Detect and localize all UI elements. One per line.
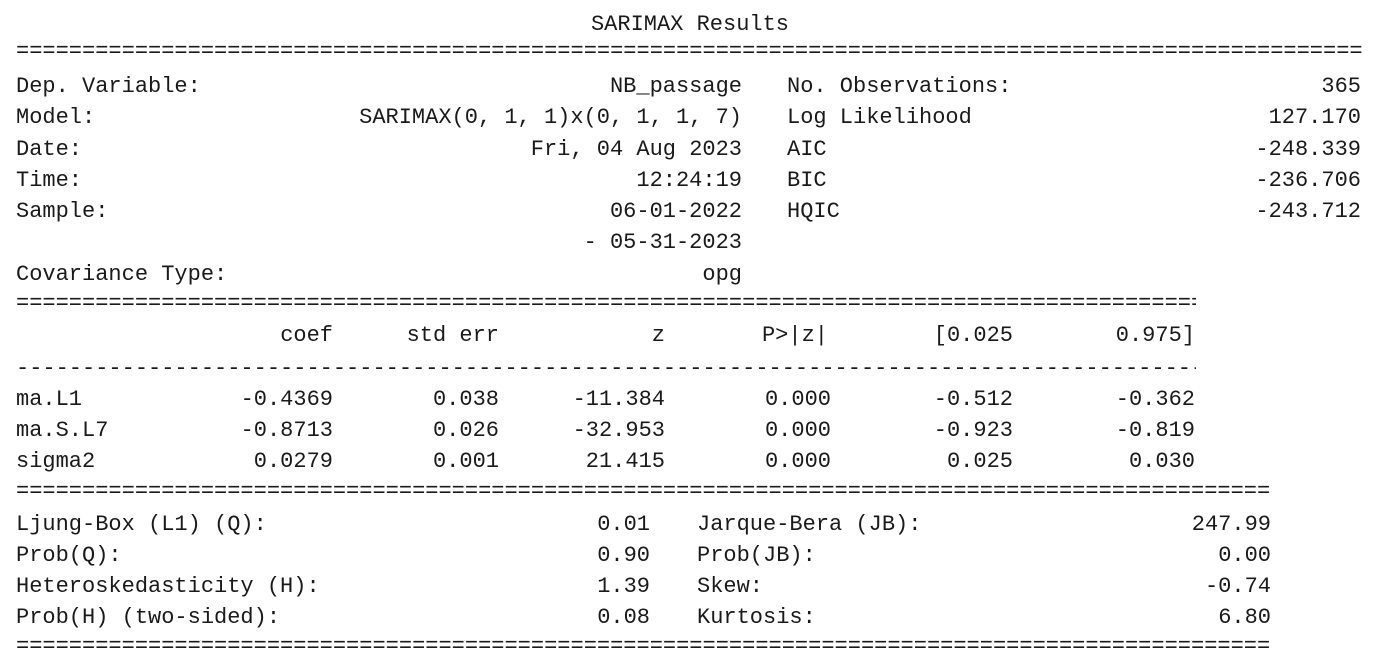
sample-label: Sample:: [16, 199, 109, 224]
col-coef: coef: [280, 323, 333, 348]
cell-p-value: 0.000: [764, 387, 831, 412]
aic-label: AIC: [787, 137, 827, 162]
sample-end-value: - 05-31-2023: [583, 230, 742, 255]
kurtosis-value: 6.80: [1218, 605, 1271, 630]
separator-diag-top: ========================================…: [16, 485, 1271, 499]
prob-h-label: Prob(H) (two-sided):: [16, 605, 281, 630]
covariance-type-value: opg: [702, 262, 742, 287]
skew-label: Skew:: [697, 574, 764, 599]
cell-std-err: 0.038: [432, 387, 499, 412]
col-std-err: std err: [406, 323, 499, 348]
sample-value: 06-01-2022: [609, 199, 742, 224]
cell-z: -11.384: [572, 387, 665, 412]
model-label: Model:: [16, 105, 96, 130]
row-name: sigma2: [16, 449, 96, 474]
no-observations-value: 365: [1321, 74, 1361, 99]
cell-p-value: 0.000: [764, 418, 831, 443]
cell-coef: -0.4369: [240, 387, 333, 412]
cell-z: 21.415: [585, 449, 665, 474]
skew-value: -0.74: [1204, 574, 1271, 599]
row-name: ma.L1: [16, 387, 83, 412]
cell-z: -32.953: [572, 418, 665, 443]
cell-ci-lower: -0.923: [933, 418, 1013, 443]
kurtosis-label: Kurtosis:: [697, 605, 816, 630]
separator-coef-mid: ----------------------------------------…: [16, 362, 1196, 376]
col-z: z: [651, 323, 665, 348]
hqic-label: HQIC: [787, 199, 840, 224]
col-ci-upper: 0.975]: [1115, 323, 1195, 348]
ljung-box-label: Ljung-Box (L1) (Q):: [16, 512, 267, 537]
hqic-value: -243.712: [1255, 199, 1361, 224]
covariance-type-label: Covariance Type:: [16, 262, 228, 287]
cell-p-value: 0.000: [764, 449, 831, 474]
log-likelihood-label: Log Likelihood: [787, 105, 972, 130]
jarque-bera-label: Jarque-Bera (JB):: [697, 512, 922, 537]
cell-coef: 0.0279: [253, 449, 333, 474]
ljung-box-value: 0.01: [597, 512, 650, 537]
cell-ci-lower: -0.512: [933, 387, 1013, 412]
col-p-value: P>|z|: [761, 323, 828, 348]
aic-value: -248.339: [1255, 137, 1361, 162]
prob-jb-value: 0.00: [1218, 543, 1271, 568]
time-label: Time:: [16, 168, 83, 193]
no-observations-label: No. Observations:: [787, 74, 1012, 99]
separator-top: ========================================…: [16, 45, 1362, 59]
results-title: SARIMAX Results: [590, 12, 790, 37]
separator-bottom: ========================================…: [16, 640, 1271, 654]
prob-q-label: Prob(Q):: [16, 543, 122, 568]
prob-h-value: 0.08: [597, 605, 650, 630]
cell-std-err: 0.001: [432, 449, 499, 474]
dep-variable-value: NB_passage: [609, 74, 742, 99]
date-value: Fri, 04 Aug 2023: [530, 137, 742, 162]
model-value: SARIMAX(0, 1, 1)x(0, 1, 1, 7): [359, 105, 742, 130]
separator-coef-top: ========================================…: [16, 297, 1196, 311]
cell-ci-upper: 0.030: [1128, 449, 1195, 474]
prob-q-value: 0.90: [597, 543, 650, 568]
cell-ci-upper: -0.819: [1115, 418, 1195, 443]
heteroskedasticity-value: 1.39: [597, 574, 650, 599]
date-label: Date:: [16, 137, 83, 162]
bic-value: -236.706: [1255, 168, 1361, 193]
cell-ci-lower: 0.025: [946, 449, 1013, 474]
cell-std-err: 0.026: [432, 418, 499, 443]
col-ci-lower: [0.025: [933, 323, 1013, 348]
cell-coef: -0.8713: [240, 418, 333, 443]
jarque-bera-value: 247.99: [1191, 512, 1271, 537]
heteroskedasticity-label: Heteroskedasticity (H):: [16, 574, 320, 599]
dep-variable-label: Dep. Variable:: [16, 74, 201, 99]
bic-label: BIC: [787, 168, 827, 193]
prob-jb-label: Prob(JB):: [697, 543, 816, 568]
log-likelihood-value: 127.170: [1268, 105, 1361, 130]
time-value: 12:24:19: [636, 168, 742, 193]
row-name: ma.S.L7: [16, 418, 109, 443]
cell-ci-upper: -0.362: [1115, 387, 1195, 412]
